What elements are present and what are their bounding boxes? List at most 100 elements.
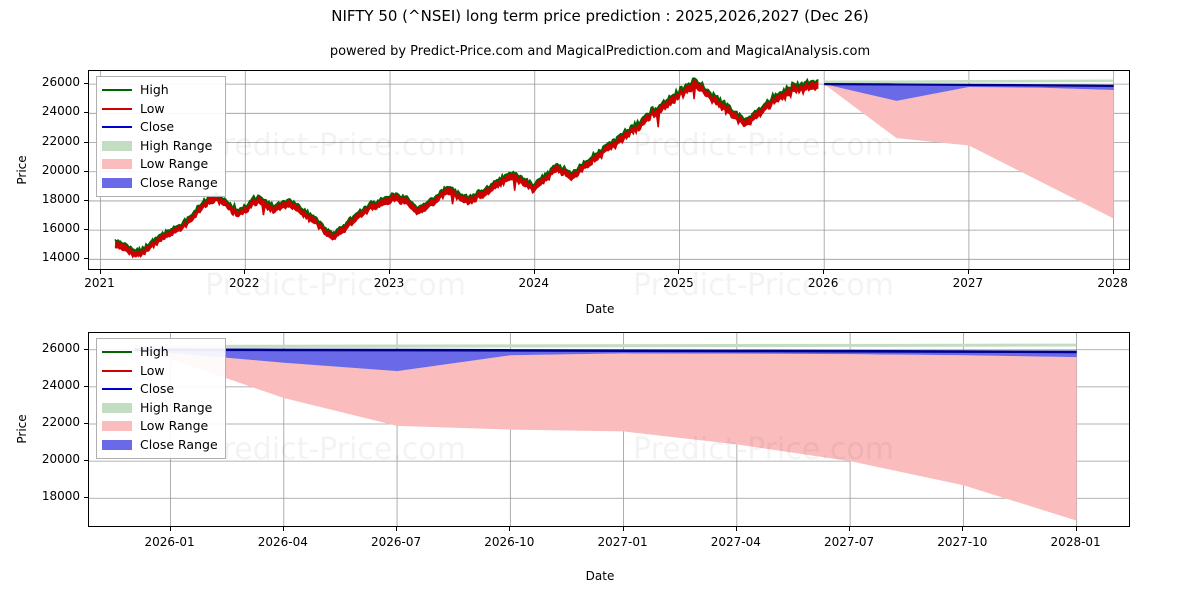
top-legend-item-low[interactable]: Low — [102, 100, 218, 119]
bottom-legend-mark — [102, 421, 132, 432]
top-legend-mark — [102, 177, 132, 188]
bot-yticks-label: 22000 — [41, 415, 80, 429]
x-tick-mark — [622, 527, 624, 531]
x-tick-mark — [962, 527, 964, 531]
top-yticks-label: 24000 — [41, 104, 80, 119]
top-legend-label: Close Range — [140, 174, 218, 190]
bottom-legend[interactable]: High Low Close High Range Low Range Close Ran… — [96, 338, 226, 459]
top-legend-item-high-range[interactable]: High Range — [102, 137, 218, 156]
bottom-legend-item-low-range[interactable]: Low Range — [102, 417, 218, 436]
bottom-legend-label: Close — [140, 381, 175, 396]
page-title: NIFTY 50 (^NSEI) long term price predict… — [331, 7, 869, 25]
bottom-chart-panel: Price 18000 20000 22000 24000 26000 2026-01 2… — [0, 322, 1200, 600]
x-tick-mark — [823, 270, 825, 274]
top-legend-mark — [102, 159, 132, 170]
top-xticks-label: 2022 — [229, 276, 260, 290]
top-legend-label: Low Range — [140, 156, 209, 171]
top-yticks-label: 18000 — [41, 191, 80, 206]
top-legend-swatch-patch-icon — [102, 140, 132, 152]
top-plot-area[interactable] — [88, 70, 1130, 270]
top-xticks-label: 2025 — [663, 276, 694, 290]
bottom-legend-swatch-line-icon — [102, 346, 132, 358]
bottom-legend-swatch-patch-icon — [102, 402, 132, 414]
bot-xticks-label: 2026-04 — [257, 535, 308, 549]
x-tick-mark — [169, 527, 171, 531]
top-legend-label: High Range — [140, 137, 213, 153]
bottom-legend-label: High Range — [140, 399, 213, 415]
top-yticks-label: 16000 — [41, 221, 80, 236]
top-yticks-label: 22000 — [41, 133, 80, 148]
top-legend-swatch-patch-icon — [102, 158, 132, 170]
bot-xticks-label: 2026-01 — [144, 535, 195, 549]
x-tick-mark — [967, 270, 969, 274]
y-tick-mark — [84, 348, 88, 350]
bottom-legend-swatch-line-icon — [102, 365, 132, 377]
bot-xticks-label: 2027-10 — [937, 535, 988, 549]
y-tick-mark — [84, 385, 88, 387]
bottom-legend-item-high-range[interactable]: High Range — [102, 399, 218, 418]
top-yticks-label: 14000 — [41, 250, 80, 265]
top-xticks-label: 2021 — [84, 276, 115, 290]
bot-xticks-label: 2028-01 — [1050, 535, 1101, 549]
top-x-axis-label: Date — [585, 302, 615, 316]
top-xticks-label: 2027 — [952, 276, 984, 290]
y-tick-mark — [84, 258, 88, 260]
bottom-legend-mark — [102, 369, 132, 372]
bottom-legend-mark — [102, 388, 132, 391]
x-tick-mark — [1075, 527, 1077, 531]
top-xticks-label: 2023 — [373, 276, 405, 290]
bottom-plot-area[interactable] — [88, 332, 1130, 527]
y-tick-mark — [84, 112, 88, 114]
x-tick-mark — [396, 527, 398, 531]
top-legend-label: Close — [140, 119, 175, 134]
top-legend-mark — [102, 89, 132, 92]
bottom-legend-item-close[interactable]: Close — [102, 380, 218, 399]
top-legend-item-high[interactable]: High — [102, 81, 218, 100]
bottom-x-axis-label: Date — [585, 569, 615, 583]
top-legend-label: High — [140, 82, 169, 97]
y-tick-mark — [84, 423, 88, 424]
top-legend-mark — [102, 107, 132, 110]
y-tick-mark — [84, 460, 88, 462]
top-legend-mark — [102, 126, 132, 129]
x-tick-mark — [389, 270, 391, 274]
top-legend-mark — [102, 140, 132, 151]
top-yticks-label: 20000 — [41, 162, 80, 177]
y-tick-mark — [84, 141, 88, 143]
y-tick-mark — [84, 229, 88, 231]
y-tick-mark — [84, 497, 88, 499]
bottom-legend-item-high[interactable]: High — [102, 343, 218, 362]
bot-xticks-label: 2027-07 — [824, 535, 875, 549]
x-tick-mark — [282, 527, 284, 531]
bottom-legend-mark — [102, 439, 132, 450]
top-plot-svg — [89, 71, 1129, 269]
bottom-legend-item-close-range[interactable]: Close Range — [102, 436, 218, 455]
x-tick-mark — [1112, 270, 1114, 274]
y-tick-mark — [84, 170, 88, 172]
top-legend-swatch-line-icon — [102, 103, 132, 115]
top-legend-label: Low — [140, 100, 165, 116]
bot-yticks-label: 20000 — [41, 452, 80, 467]
top-legend-item-close[interactable]: Close — [102, 118, 218, 137]
top-xticks-label: 2028 — [1097, 276, 1128, 290]
bottom-legend-mark — [102, 351, 132, 354]
bottom-legend-swatch-patch-icon — [102, 439, 132, 451]
bottom-legend-label: Low Range — [140, 418, 209, 433]
bottom-legend-item-low[interactable]: Low — [102, 362, 218, 381]
top-legend-item-close-range[interactable]: Close Range — [102, 174, 218, 193]
bot-yticks-label: 24000 — [41, 377, 80, 392]
x-tick-mark — [678, 270, 680, 274]
x-tick-mark — [533, 270, 535, 274]
y-tick-mark — [84, 199, 88, 201]
x-tick-mark — [849, 527, 851, 531]
top-legend[interactable]: High Low Close High Range Low Range Close Ran… — [96, 76, 226, 197]
top-yticks-label: 26000 — [41, 75, 80, 90]
bottom-legend-label: High — [140, 344, 169, 359]
bot-yticks-label: 26000 — [41, 340, 80, 355]
bottom-y-axis-label: Price — [15, 414, 29, 444]
bottom-plot-svg — [89, 333, 1129, 526]
y-tick-mark — [84, 83, 88, 85]
bot-xticks-label: 2027-04 — [710, 535, 761, 549]
top-legend-item-low-range[interactable]: Low Range — [102, 155, 218, 174]
bot-xticks-label: 2026-07 — [370, 535, 422, 549]
